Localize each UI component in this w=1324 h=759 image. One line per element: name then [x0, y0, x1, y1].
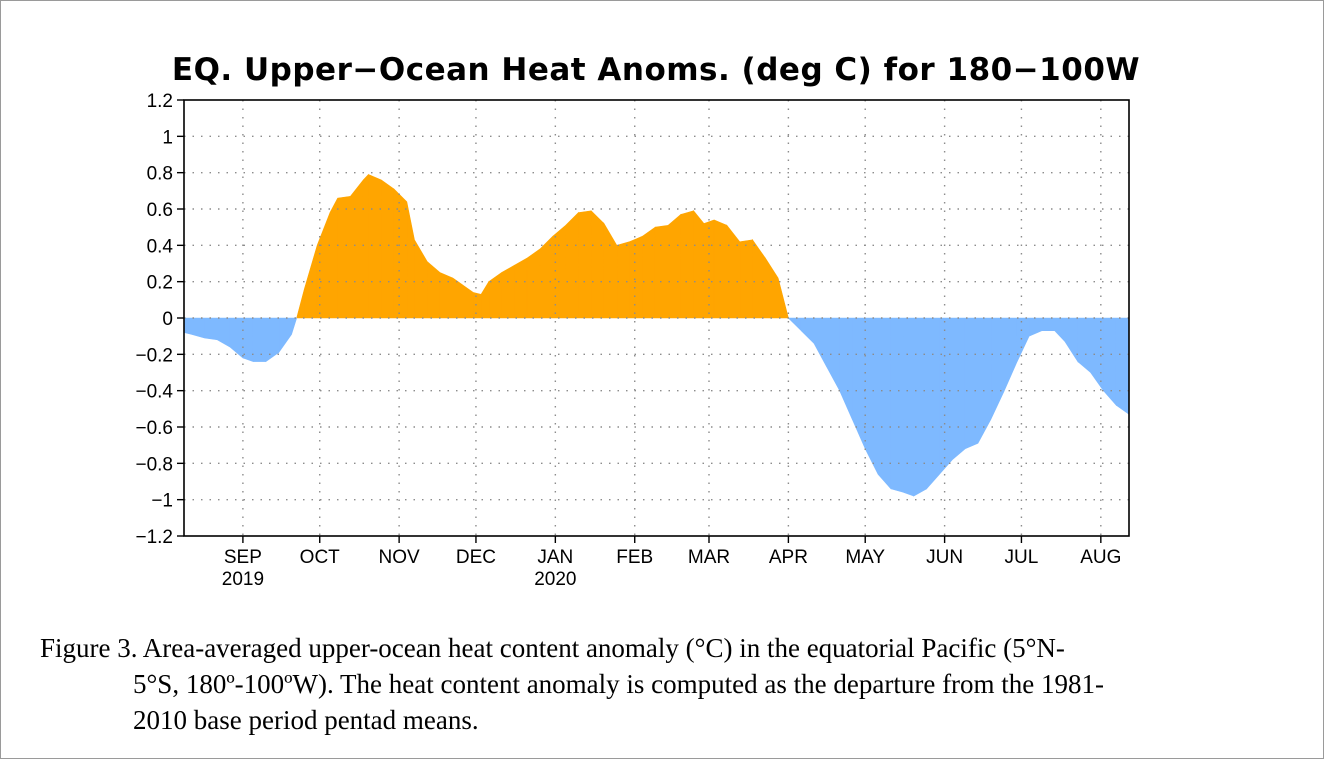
- caption-line-3: 2010 base period pentad means.: [133, 705, 479, 735]
- figure-caption: Figure 3. Area-averaged upper-ocean heat…: [40, 630, 1280, 738]
- y-tick-label: 0.6: [147, 200, 173, 221]
- y-tick-label: −0.6: [135, 418, 173, 439]
- positive-anomaly-area: [296, 173, 789, 319]
- x-tick-label: JAN: [537, 547, 573, 568]
- heat-anomaly-chart: EQ. Upper−Ocean Heat Anoms. (deg C) for …: [135, 52, 1140, 590]
- negative-anomaly-area: [183, 317, 1130, 497]
- x-tick-label: OCT: [300, 547, 341, 568]
- caption-line-2: 5°S, 180º-100ºW). The heat content anoma…: [133, 669, 1105, 699]
- y-tick-label: −0.8: [135, 454, 173, 475]
- anomaly-fill-layer: [183, 173, 1130, 497]
- y-tick-label: 0.2: [147, 273, 173, 294]
- y-tick-label: −1: [151, 491, 173, 512]
- y-tick-label: 0: [162, 309, 173, 330]
- x-tick-label: DEC: [456, 547, 496, 568]
- x-tick-label: APR: [769, 547, 808, 568]
- x-tick-label: NOV: [379, 547, 421, 568]
- x-tick-label: MAR: [688, 547, 730, 568]
- x-tick-label: MAY: [845, 547, 885, 568]
- caption-line-1: Figure 3. Area-averaged upper-ocean heat…: [40, 633, 1065, 663]
- x-tick-label: AUG: [1080, 547, 1121, 568]
- y-tick-label: 0.8: [147, 164, 173, 185]
- y-tick-label: −1.2: [135, 527, 173, 548]
- y-tick-label: 1.2: [147, 91, 173, 112]
- y-tick-label: 0.4: [147, 236, 174, 257]
- y-tick-label: 1: [162, 127, 173, 148]
- axis-layer: 1.2 1 0.8 0.6 0.4 0.2 0 −0.2 −0.4 −0.6 −0.8 −1 −1.2 S…: [135, 91, 1121, 590]
- y-tick-label: −0.4: [135, 382, 173, 403]
- x-tick-year-label: 2020: [534, 569, 576, 590]
- y-tick-label: −0.2: [135, 345, 173, 366]
- x-tick-label: JUN: [926, 547, 963, 568]
- x-tick-label: JUL: [1005, 547, 1039, 568]
- x-tick-label: FEB: [616, 547, 653, 568]
- x-tick-label: SEP: [224, 547, 262, 568]
- chart-title: EQ. Upper−Ocean Heat Anoms. (deg C) for …: [172, 52, 1140, 88]
- x-tick-year-label: 2019: [222, 569, 264, 590]
